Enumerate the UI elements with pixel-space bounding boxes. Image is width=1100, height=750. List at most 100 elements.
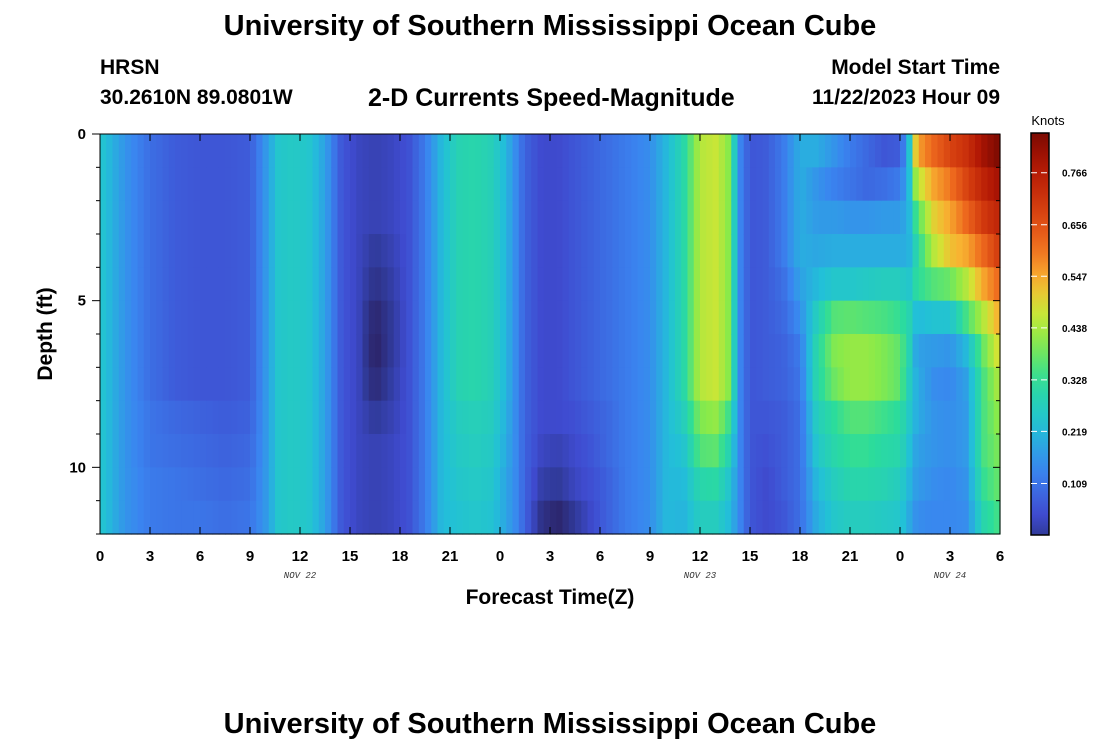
heatmap-cell [362, 434, 370, 468]
heatmap-cell [625, 267, 632, 302]
heatmap-cell [437, 267, 445, 302]
heatmap-cell [181, 467, 189, 502]
heatmap-cell [850, 434, 857, 468]
heatmap-cell [600, 367, 607, 402]
heatmap-cell [237, 134, 245, 168]
heatmap-cell [337, 467, 345, 502]
heatmap-cell [281, 267, 289, 302]
heatmap-cell [950, 367, 957, 402]
heatmap-cell [993, 267, 1001, 302]
heatmap-cell [943, 200, 951, 235]
heatmap-cell [162, 167, 170, 202]
heatmap-cell [500, 234, 507, 268]
heatmap-cell [868, 400, 876, 435]
heatmap-cell [800, 267, 807, 302]
heatmap-cell [206, 500, 214, 535]
heatmap-cell [175, 400, 182, 435]
heatmap-cell [487, 500, 495, 535]
heatmap-cell [675, 200, 682, 235]
heatmap-cell [112, 400, 120, 435]
heatmap-cell [781, 334, 789, 368]
heatmap-cell [968, 234, 976, 268]
heatmap-cell [193, 267, 201, 302]
heatmap-cell [631, 267, 639, 302]
heatmap-cell [643, 334, 651, 368]
heatmap-cell [612, 267, 620, 302]
heatmap-cell [381, 467, 389, 502]
heatmap-cell [587, 434, 595, 468]
heatmap-cell [550, 367, 557, 402]
heatmap-cell [762, 167, 770, 202]
heatmap-cell [381, 400, 389, 435]
heatmap-cell [206, 434, 214, 468]
heatmap-cell [568, 500, 576, 535]
heatmap-cell [918, 267, 926, 302]
heatmap-cell [493, 500, 501, 535]
heatmap-cell [581, 467, 589, 502]
heatmap-cell [443, 400, 451, 435]
heatmap-cell [750, 134, 757, 168]
heatmap-cell [368, 400, 376, 435]
heatmap-cell [162, 234, 170, 268]
heatmap-cell [706, 500, 714, 535]
heatmap-cell [937, 200, 945, 235]
heatmap-cell [850, 467, 857, 502]
heatmap-cell [243, 334, 251, 368]
heatmap-cell [325, 234, 332, 268]
heatmap-cell [156, 134, 164, 168]
heatmap-cell [893, 167, 901, 202]
heatmap-cell [918, 500, 926, 535]
heatmap-cell [225, 367, 232, 402]
heatmap-cell [406, 167, 414, 202]
heatmap-cell [475, 334, 482, 368]
heatmap-cell [606, 334, 614, 368]
heatmap-cell [587, 134, 595, 168]
heatmap-cell [900, 367, 907, 402]
heatmap-cell [431, 500, 439, 535]
heatmap-cell [275, 234, 282, 268]
heatmap-cell [606, 467, 614, 502]
heatmap-cell [662, 234, 670, 268]
heatmap-cell [675, 367, 682, 402]
heatmap-cell [168, 134, 176, 168]
heatmap-cell [450, 300, 457, 335]
heatmap-cell [993, 367, 1001, 402]
heatmap-cell [400, 334, 407, 368]
heatmap-cell [643, 200, 651, 235]
heatmap-cell [487, 367, 495, 402]
heatmap-cell [706, 134, 714, 168]
heatmap-cell [237, 234, 245, 268]
heatmap-cell [925, 334, 932, 368]
heatmap-cell [887, 334, 895, 368]
heatmap-cell [318, 134, 326, 168]
heatmap-cell [868, 200, 876, 235]
heatmap-cell [968, 134, 976, 168]
heatmap-cell [287, 367, 295, 402]
heatmap-cell [531, 300, 539, 335]
heatmap-cell [318, 500, 326, 535]
heatmap-cell [256, 367, 264, 402]
heatmap-cell [825, 167, 832, 202]
heatmap-cell [643, 267, 651, 302]
heatmap-cell [400, 167, 407, 202]
heatmap-cell [668, 367, 676, 402]
heatmap-cell [775, 200, 782, 235]
heatmap-cell [481, 267, 489, 302]
heatmap-cell [900, 300, 907, 335]
heatmap-cell [362, 500, 370, 535]
heatmap-cell [175, 234, 182, 268]
heatmap-cell [262, 234, 270, 268]
heatmap-cell [356, 234, 364, 268]
heatmap-cell [756, 300, 764, 335]
heatmap-cell [887, 167, 895, 202]
heatmap-cell [162, 300, 170, 335]
heatmap-cell [156, 200, 164, 235]
heatmap-cell [487, 434, 495, 468]
heatmap-cell [787, 467, 795, 502]
heatmap-cell [243, 167, 251, 202]
heatmap-cell [237, 167, 245, 202]
heatmap-cell [275, 467, 282, 502]
heatmap-cell [906, 234, 914, 268]
heatmap-cell [875, 200, 882, 235]
heatmap-cell [162, 267, 170, 302]
